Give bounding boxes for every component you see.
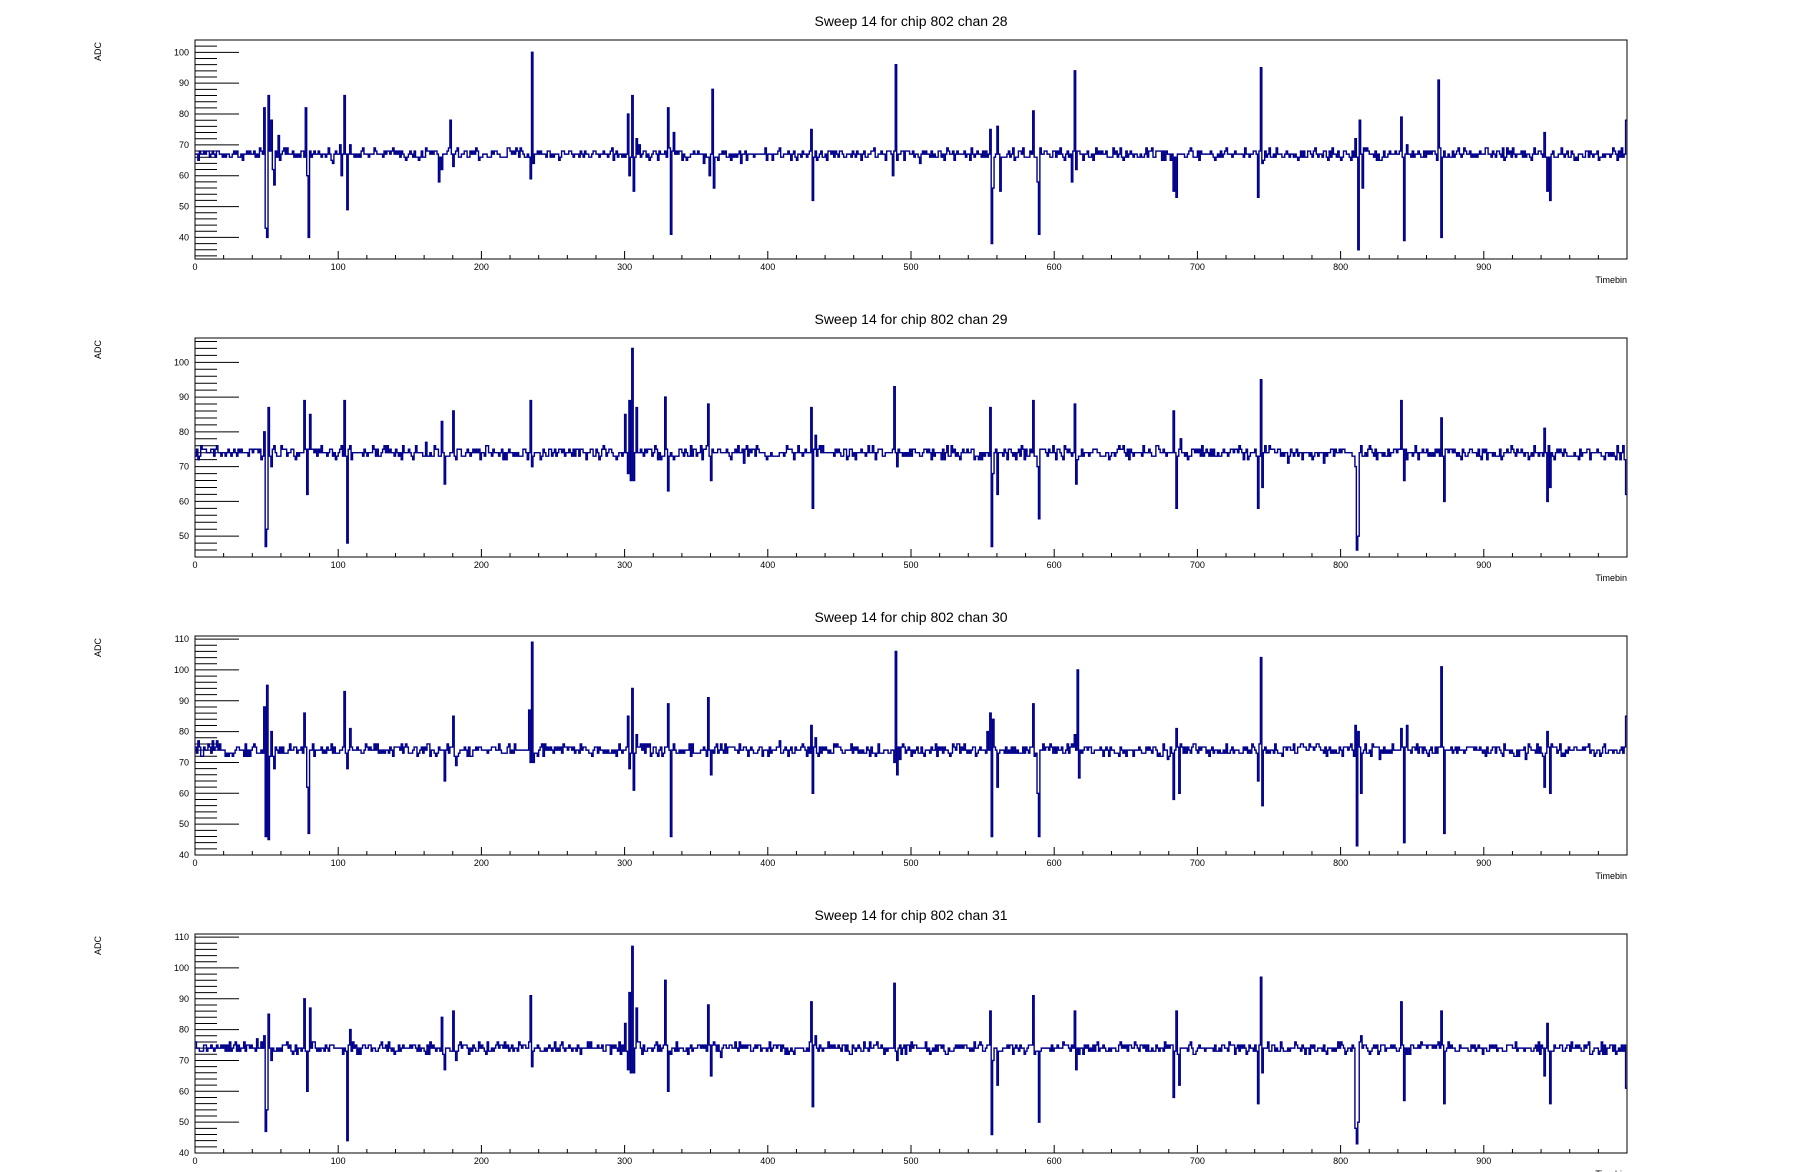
y-tick-label: 110 <box>175 932 189 942</box>
x-tick-label: 100 <box>331 1156 346 1166</box>
y-tick-label: 40 <box>179 232 189 242</box>
y-tick-label: 80 <box>179 427 189 437</box>
x-tick-label: 900 <box>1476 262 1491 272</box>
series-line <box>195 945 1627 1145</box>
x-tick-label: 500 <box>903 858 918 868</box>
y-tick-label: 60 <box>179 171 189 181</box>
x-tick-label: 500 <box>903 1156 918 1166</box>
y-axis-label: ADC <box>93 340 103 360</box>
x-tick-label: 900 <box>1476 1156 1491 1166</box>
x-tick-label: 700 <box>1190 1156 1205 1166</box>
x-tick-label: 200 <box>474 1156 489 1166</box>
x-tick-label: 100 <box>331 262 346 272</box>
y-axis-label: ADC <box>93 638 103 658</box>
x-tick-label: 200 <box>474 560 489 570</box>
y-tick-label: 50 <box>179 1117 189 1127</box>
chart-panel-1: Sweep 14 for chip 802 chan 28 ADC Timebin 4… <box>93 13 1628 285</box>
x-tick-label: 800 <box>1333 262 1348 272</box>
y-tick-label: 60 <box>179 496 189 506</box>
x-tick-label: 600 <box>1047 262 1062 272</box>
series-line <box>195 347 1627 551</box>
series-line <box>195 51 1627 251</box>
x-tick-label: 900 <box>1476 858 1491 868</box>
x-tick-label: 600 <box>1047 858 1062 868</box>
y-tick-label: 70 <box>179 1055 189 1065</box>
x-tick-label: 0 <box>192 858 197 868</box>
x-axis-label: Timebin <box>1595 871 1627 881</box>
x-tick-label: 0 <box>192 262 197 272</box>
y-tick-label: 60 <box>179 1086 189 1096</box>
plot-frame <box>194 39 1628 260</box>
x-axis-label: Timebin <box>1595 275 1627 285</box>
x-tick-label: 200 <box>474 262 489 272</box>
y-tick-label: 70 <box>179 140 189 150</box>
y-tick-label: 80 <box>179 1025 189 1035</box>
x-tick-label: 0 <box>192 1156 197 1166</box>
x-axis-label: Timebin <box>1595 1169 1627 1172</box>
y-tick-label: 100 <box>174 357 189 367</box>
y-tick-label: 80 <box>179 727 189 737</box>
y-tick-label: 90 <box>179 994 189 1004</box>
x-tick-label: 300 <box>617 262 632 272</box>
y-tick-label: 80 <box>179 109 189 119</box>
x-tick-label: 400 <box>760 560 775 570</box>
y-axis-label: ADC <box>93 936 103 956</box>
chart-title: Sweep 14 for chip 802 chan 29 <box>814 311 1007 327</box>
y-tick-label: 50 <box>179 202 189 212</box>
x-tick-label: 400 <box>760 858 775 868</box>
y-tick-label: 100 <box>174 665 189 675</box>
series-line <box>195 641 1627 847</box>
x-tick-label: 300 <box>617 560 632 570</box>
x-tick-label: 700 <box>1190 858 1205 868</box>
y-tick-label: 90 <box>179 392 189 402</box>
x-tick-label: 700 <box>1190 560 1205 570</box>
y-tick-label: 70 <box>179 462 189 472</box>
x-tick-label: 800 <box>1333 1156 1348 1166</box>
plot-frame <box>194 337 1628 558</box>
y-tick-label: 50 <box>179 531 189 541</box>
chart-title: Sweep 14 for chip 802 chan 28 <box>814 13 1007 29</box>
x-tick-label: 100 <box>331 858 346 868</box>
x-tick-label: 600 <box>1047 560 1062 570</box>
y-tick-label: 40 <box>179 1148 189 1158</box>
chart-panel-3: Sweep 14 for chip 802 chan 30 ADC Timebin 4… <box>93 609 1628 881</box>
y-tick-label: 60 <box>179 788 189 798</box>
x-tick-label: 800 <box>1333 858 1348 868</box>
x-tick-label: 0 <box>192 560 197 570</box>
x-tick-label: 700 <box>1190 262 1205 272</box>
x-tick-label: 900 <box>1476 560 1491 570</box>
x-tick-label: 200 <box>474 858 489 868</box>
x-axis-label: Timebin <box>1595 573 1627 583</box>
y-tick-label: 90 <box>179 78 189 88</box>
x-tick-label: 400 <box>760 262 775 272</box>
y-tick-label: 70 <box>179 757 189 767</box>
x-tick-label: 500 <box>903 560 918 570</box>
x-tick-label: 400 <box>760 1156 775 1166</box>
y-tick-label: 110 <box>175 634 189 644</box>
y-tick-label: 100 <box>174 47 189 57</box>
y-tick-label: 100 <box>174 963 189 973</box>
x-tick-label: 800 <box>1333 560 1348 570</box>
x-tick-label: 300 <box>617 1156 632 1166</box>
chart-title: Sweep 14 for chip 802 chan 31 <box>814 907 1007 923</box>
chart-title: Sweep 14 for chip 802 chan 30 <box>814 609 1007 625</box>
chart-panel-2: Sweep 14 for chip 802 chan 29 ADC Timebin 5… <box>93 311 1628 583</box>
y-axis-label: ADC <box>93 42 103 62</box>
chart-panel-4: Sweep 14 for chip 802 chan 31 ADC Timebin 4… <box>93 907 1628 1172</box>
y-tick-label: 90 <box>179 696 189 706</box>
y-tick-label: 50 <box>179 819 189 829</box>
plot-frame <box>194 635 1628 856</box>
x-tick-label: 600 <box>1047 1156 1062 1166</box>
x-tick-label: 300 <box>617 858 632 868</box>
y-tick-label: 40 <box>179 850 189 860</box>
x-tick-label: 100 <box>331 560 346 570</box>
x-tick-label: 500 <box>903 262 918 272</box>
